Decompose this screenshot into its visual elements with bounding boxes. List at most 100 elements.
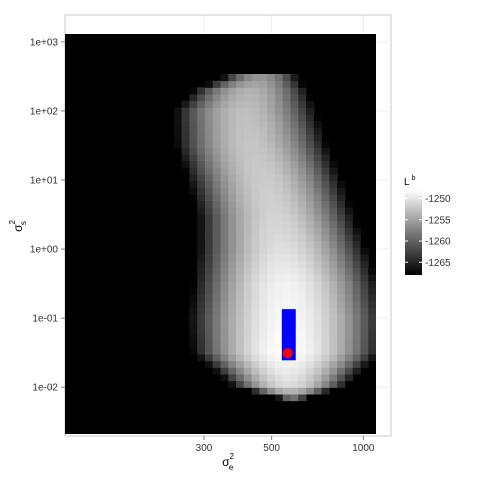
heatmap-cell (197, 254, 206, 262)
heatmap-cell (220, 347, 229, 355)
heatmap-cell (321, 327, 330, 335)
heatmap-cell (360, 260, 369, 268)
heatmap-cell (228, 187, 237, 195)
heatmap-cell (267, 107, 276, 115)
heatmap-cell (228, 334, 237, 342)
heatmap-cell (220, 314, 229, 322)
heatmap-cell (290, 100, 299, 108)
heatmap-cell (360, 254, 369, 262)
heatmap-cell (298, 140, 307, 148)
heatmap-cell (212, 300, 221, 308)
heatmap-cell (337, 367, 346, 375)
heatmap-cell (344, 300, 354, 308)
heatmap-cell (228, 174, 237, 182)
heatmap-cell (360, 300, 369, 308)
x-tick-label: 500 (263, 443, 280, 454)
heatmap-cell (251, 214, 260, 222)
heatmap-cell (228, 374, 237, 382)
heatmap-cell (236, 254, 245, 262)
heatmap-cell (368, 307, 376, 315)
heatmap-cell (212, 227, 221, 235)
y-tick-label: 1e-02 (32, 383, 58, 394)
heatmap-cell (298, 334, 307, 342)
heatmap-cell (267, 367, 276, 375)
heatmap-cell (212, 114, 221, 122)
heatmap-cell (267, 280, 276, 288)
heatmap-cell (212, 314, 221, 322)
heatmap-cell (274, 394, 284, 402)
heatmap-cell (360, 287, 369, 295)
heatmap-cell (290, 160, 299, 168)
heatmap-cell (267, 247, 276, 255)
heatmap-cell (360, 274, 369, 282)
heatmap-cell (282, 380, 291, 388)
heatmap-cell (251, 114, 260, 122)
heatmap-cell (228, 207, 237, 215)
heatmap-cell (236, 187, 245, 195)
heatmap-cell (259, 380, 268, 388)
heatmap-cell (251, 247, 260, 255)
heatmap-cell (251, 294, 260, 302)
heatmap-cell (337, 380, 346, 388)
heatmap-cell (337, 354, 346, 362)
heatmap-cell (236, 267, 245, 275)
heatmap-cell (290, 87, 299, 95)
heatmap-cell (313, 147, 323, 155)
heatmap-cell (220, 207, 229, 215)
heatmap-cell (282, 254, 291, 262)
heatmap-cell (220, 114, 229, 122)
heatmap-cell (282, 280, 291, 288)
heatmap-cell (181, 127, 190, 135)
heatmap-cell (290, 287, 299, 295)
heatmap-cell (228, 180, 237, 188)
heatmap-cell (204, 360, 214, 368)
heatmap-cell (251, 167, 260, 175)
heatmap-cell (212, 87, 221, 95)
heatmap-cell (189, 180, 198, 188)
heatmap-cell (220, 147, 229, 155)
heatmap-cell (298, 187, 307, 195)
heatmap-cell (251, 260, 260, 268)
heatmap-cell (173, 140, 183, 148)
heatmap-cell (189, 167, 198, 175)
heatmap-cell (197, 214, 206, 222)
heatmap-cell (243, 327, 253, 335)
heatmap-cell (204, 100, 214, 108)
heatmap-cell (360, 347, 369, 355)
heatmap-cell (259, 280, 268, 288)
heatmap-cell (274, 74, 284, 82)
heatmap-cell (306, 287, 315, 295)
heatmap-cell (259, 134, 268, 142)
heatmap-cell (220, 287, 229, 295)
heatmap-cell (220, 100, 229, 108)
heatmap-cell (220, 154, 229, 162)
heatmap-cell (298, 380, 307, 388)
heatmap-cell (243, 214, 253, 222)
heatmap-cell (321, 227, 330, 235)
heatmap-cell (197, 314, 206, 322)
heatmap-cell (321, 240, 330, 248)
heatmap-cell (329, 167, 338, 175)
heatmap-cell (306, 314, 315, 322)
heatmap-cell (306, 320, 315, 328)
heatmap-cell (274, 134, 284, 142)
heatmap-cell (228, 194, 237, 202)
heatmap-cell (228, 327, 237, 335)
heatmap-cell (267, 160, 276, 168)
heatmap-cell (259, 120, 268, 128)
heatmap-cell (282, 234, 291, 242)
heatmap-cell (189, 134, 198, 142)
heatmap-cell (290, 134, 299, 142)
heatmap-cell (204, 340, 214, 348)
heatmap-cell (298, 80, 307, 88)
heatmap-cell (236, 214, 245, 222)
heatmap-cell (251, 387, 260, 395)
heatmap-cell (204, 314, 214, 322)
y-axis-title-sub: s (19, 221, 28, 225)
heatmap-cell (212, 100, 221, 108)
heatmap-cell (329, 340, 338, 348)
heatmap-cells (173, 74, 376, 402)
heatmap-cell (236, 114, 245, 122)
y-tick-label: 1e-01 (32, 314, 58, 325)
